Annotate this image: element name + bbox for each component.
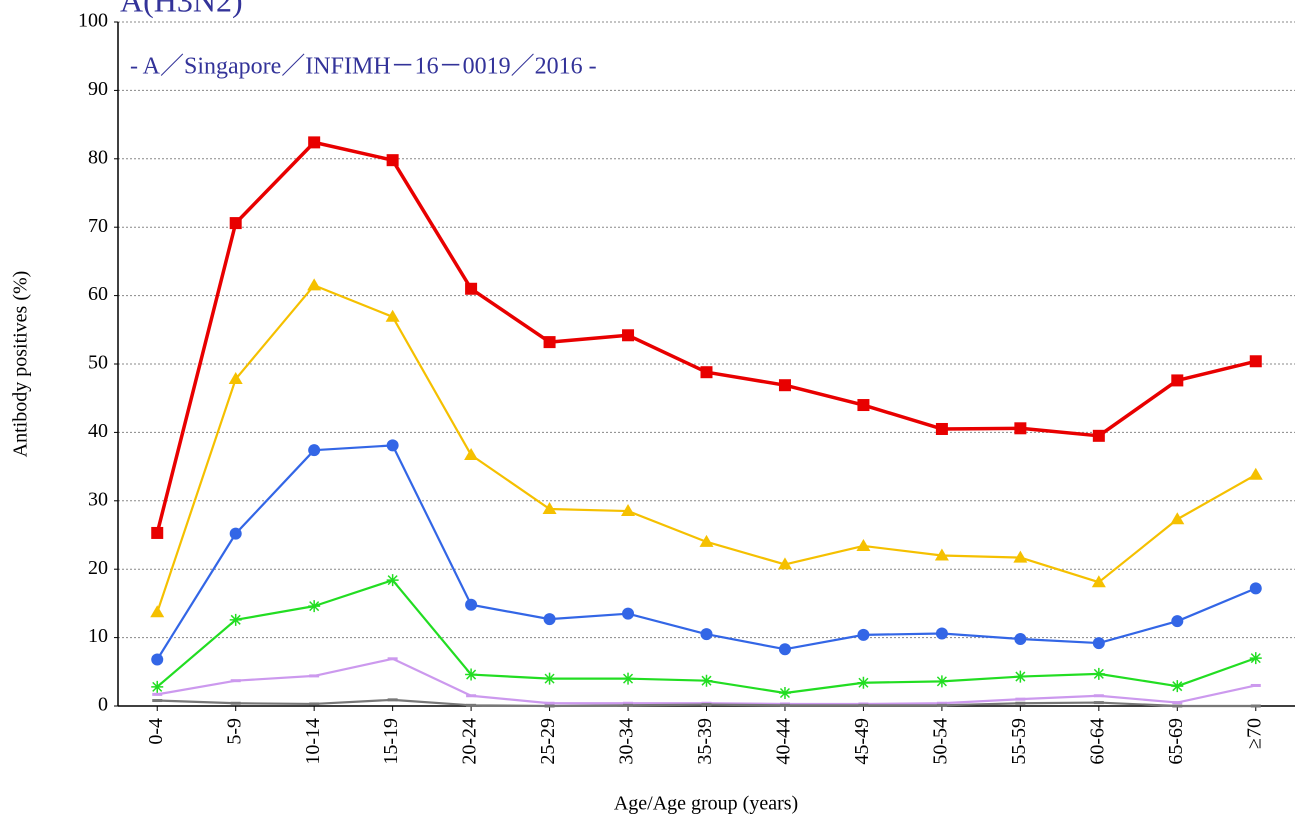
marker xyxy=(622,329,635,342)
marker xyxy=(1014,632,1027,645)
marker xyxy=(857,676,870,689)
marker xyxy=(308,444,321,457)
x-tick-label: 30-34 xyxy=(616,718,638,765)
marker xyxy=(1170,512,1185,525)
marker xyxy=(1249,652,1262,665)
y-tick-label: 90 xyxy=(88,78,108,100)
y-tick-label: 0 xyxy=(98,694,108,716)
marker xyxy=(699,534,714,547)
x-tick-label: 50-54 xyxy=(929,718,951,765)
marker xyxy=(151,526,164,539)
marker xyxy=(1249,355,1262,368)
y-tick-label: 30 xyxy=(88,488,108,510)
marker xyxy=(229,217,242,230)
marker xyxy=(385,309,400,322)
y-tick-label: 100 xyxy=(78,10,108,32)
series-line xyxy=(156,444,1257,661)
marker xyxy=(465,282,478,295)
marker xyxy=(308,136,321,149)
x-tick-label: 65-69 xyxy=(1165,718,1187,765)
y-tick-label: 50 xyxy=(88,352,108,374)
y-tick-label: 10 xyxy=(88,625,108,647)
marker xyxy=(700,366,713,379)
marker xyxy=(229,613,242,626)
x-axis-label: Age/Age group (years) xyxy=(614,793,798,815)
marker xyxy=(543,672,556,685)
marker xyxy=(1171,374,1184,387)
x-tick-label: 35-39 xyxy=(694,718,716,765)
y-tick-label: 60 xyxy=(88,283,108,305)
marker xyxy=(621,504,636,517)
marker xyxy=(151,653,164,666)
x-tick-label: 15-19 xyxy=(380,718,402,765)
marker xyxy=(935,627,948,640)
marker xyxy=(151,680,164,693)
marker xyxy=(542,502,557,515)
marker xyxy=(700,628,713,641)
marker xyxy=(386,439,399,452)
marker xyxy=(1248,467,1263,480)
marker xyxy=(857,628,870,641)
x-tick-label: 25-29 xyxy=(537,718,559,765)
x-tick-label: 55-59 xyxy=(1008,718,1030,765)
x-tick-label: 20-24 xyxy=(459,718,481,765)
marker xyxy=(386,574,399,587)
marker xyxy=(1092,429,1105,442)
marker xyxy=(1092,637,1105,650)
marker xyxy=(150,605,165,618)
marker xyxy=(308,600,321,613)
marker xyxy=(1171,615,1184,628)
marker xyxy=(1091,575,1106,588)
marker xyxy=(1014,422,1027,435)
y-tick-label: 80 xyxy=(88,146,108,168)
marker xyxy=(543,613,556,626)
y-tick-label: 40 xyxy=(88,420,108,442)
marker xyxy=(778,687,791,700)
x-tick-label: 5-9 xyxy=(223,718,245,745)
x-tick-label: 60-64 xyxy=(1086,718,1108,765)
x-tick-label: ≥70 xyxy=(1243,718,1265,749)
marker xyxy=(778,643,791,656)
marker xyxy=(465,598,478,611)
marker xyxy=(1013,550,1028,563)
x-tick-label: 0-4 xyxy=(145,718,167,745)
y-axis-label: Antibody positives (%) xyxy=(10,271,32,458)
annotation: - A／Singapore／INFIMH－16－0019／2016 - xyxy=(130,54,597,80)
y-tick-label: 20 xyxy=(88,557,108,579)
marker xyxy=(622,672,635,685)
marker xyxy=(465,668,478,681)
x-tick-label: 45-49 xyxy=(851,718,873,765)
marker xyxy=(622,607,635,620)
marker xyxy=(1014,670,1027,683)
marker xyxy=(777,557,792,570)
series-line xyxy=(155,140,1257,534)
marker xyxy=(307,278,322,291)
marker xyxy=(935,675,948,688)
marker xyxy=(935,422,948,435)
x-tick-label: 10-14 xyxy=(302,718,324,765)
marker xyxy=(1249,582,1262,595)
marker xyxy=(229,527,242,540)
marker xyxy=(934,548,949,561)
x-tick-label: 40-44 xyxy=(773,718,795,765)
marker xyxy=(464,447,479,460)
y-tick-label: 70 xyxy=(88,215,108,237)
marker xyxy=(1092,667,1105,680)
marker xyxy=(857,399,870,412)
marker xyxy=(700,674,713,687)
marker xyxy=(228,372,243,385)
marker xyxy=(1171,680,1184,693)
chart-title: A(H3N2) xyxy=(120,0,243,18)
marker xyxy=(778,379,791,392)
marker xyxy=(543,336,556,349)
marker xyxy=(386,154,399,167)
marker xyxy=(856,538,871,551)
